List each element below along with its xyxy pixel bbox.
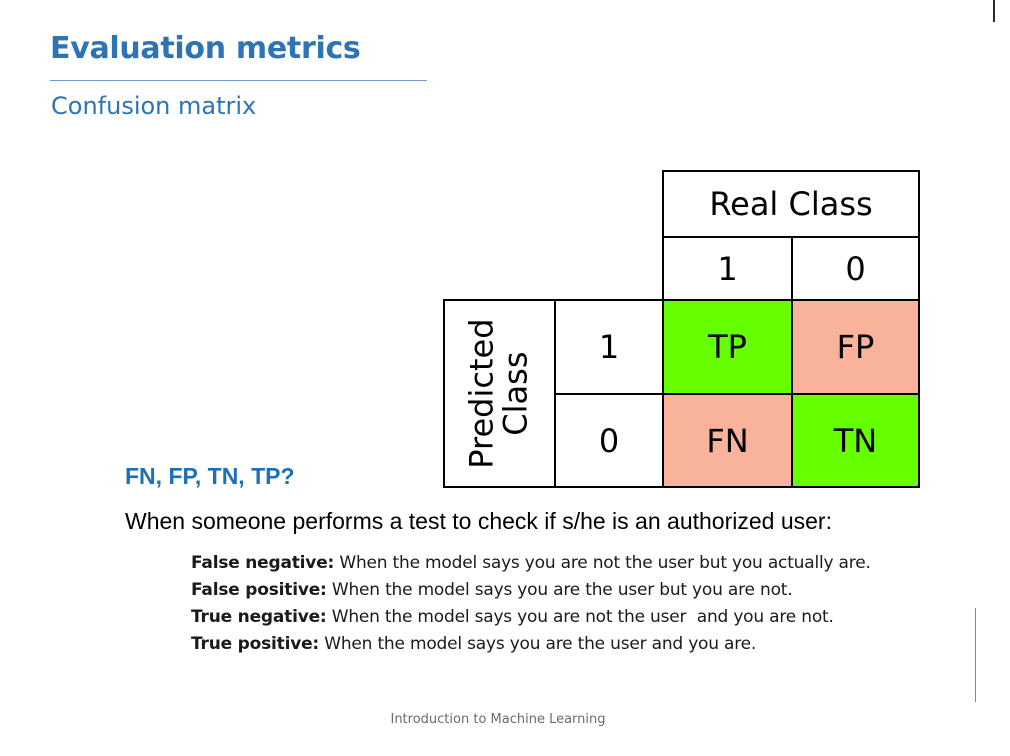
definition-true-positive: True positive: When the model says you a… (191, 631, 871, 658)
definition-text: When the model says you are the user but… (326, 580, 793, 600)
definition-term: True positive: (191, 634, 320, 654)
definition-text: When the model says you are not the user… (334, 553, 871, 573)
slide-title: Evaluation metrics (50, 31, 361, 66)
lead-text: When someone performs a test to check if… (125, 508, 832, 534)
definitions-list: False negative: When the model says you … (191, 550, 871, 658)
real-class-label-0: 0 (791, 236, 920, 302)
definition-false-negative: False negative: When the model says you … (191, 550, 871, 577)
real-class-label-1: 1 (662, 236, 793, 302)
cell-true-positive: TP (662, 299, 793, 395)
predicted-class-label-1: 1 (554, 299, 664, 395)
real-class-header: Real Class (662, 170, 920, 238)
predicted-class-header: Predicted Class (443, 299, 556, 488)
definition-true-negative: True negative: When the model says you a… (191, 604, 871, 631)
title-underline (50, 80, 427, 81)
predicted-class-line-1: Predicted (462, 318, 501, 469)
cell-false-positive: FP (791, 299, 920, 395)
predicted-class-label-0: 0 (554, 393, 664, 488)
edge-marker-bottom (975, 608, 976, 702)
predicted-class-label: Predicted Class (462, 318, 535, 469)
slide-footer: Introduction to Machine Learning (390, 712, 606, 727)
cell-false-negative: FN (662, 393, 793, 488)
definition-text: When the model says you are not the user… (326, 607, 834, 627)
definition-term: False positive: (191, 580, 327, 600)
definition-term: False negative: (191, 553, 335, 573)
question-text: FN, FP, TN, TP? (125, 463, 295, 489)
definition-false-positive: False positive: When the model says you … (191, 577, 871, 604)
predicted-class-line-2: Class (496, 351, 535, 436)
slide-subtitle: Confusion matrix (51, 92, 257, 120)
definition-term: True negative: (191, 607, 327, 627)
definition-text: When the model says you are the user and… (319, 634, 757, 654)
edge-marker-top (993, 0, 995, 22)
cell-true-negative: TN (791, 393, 920, 488)
